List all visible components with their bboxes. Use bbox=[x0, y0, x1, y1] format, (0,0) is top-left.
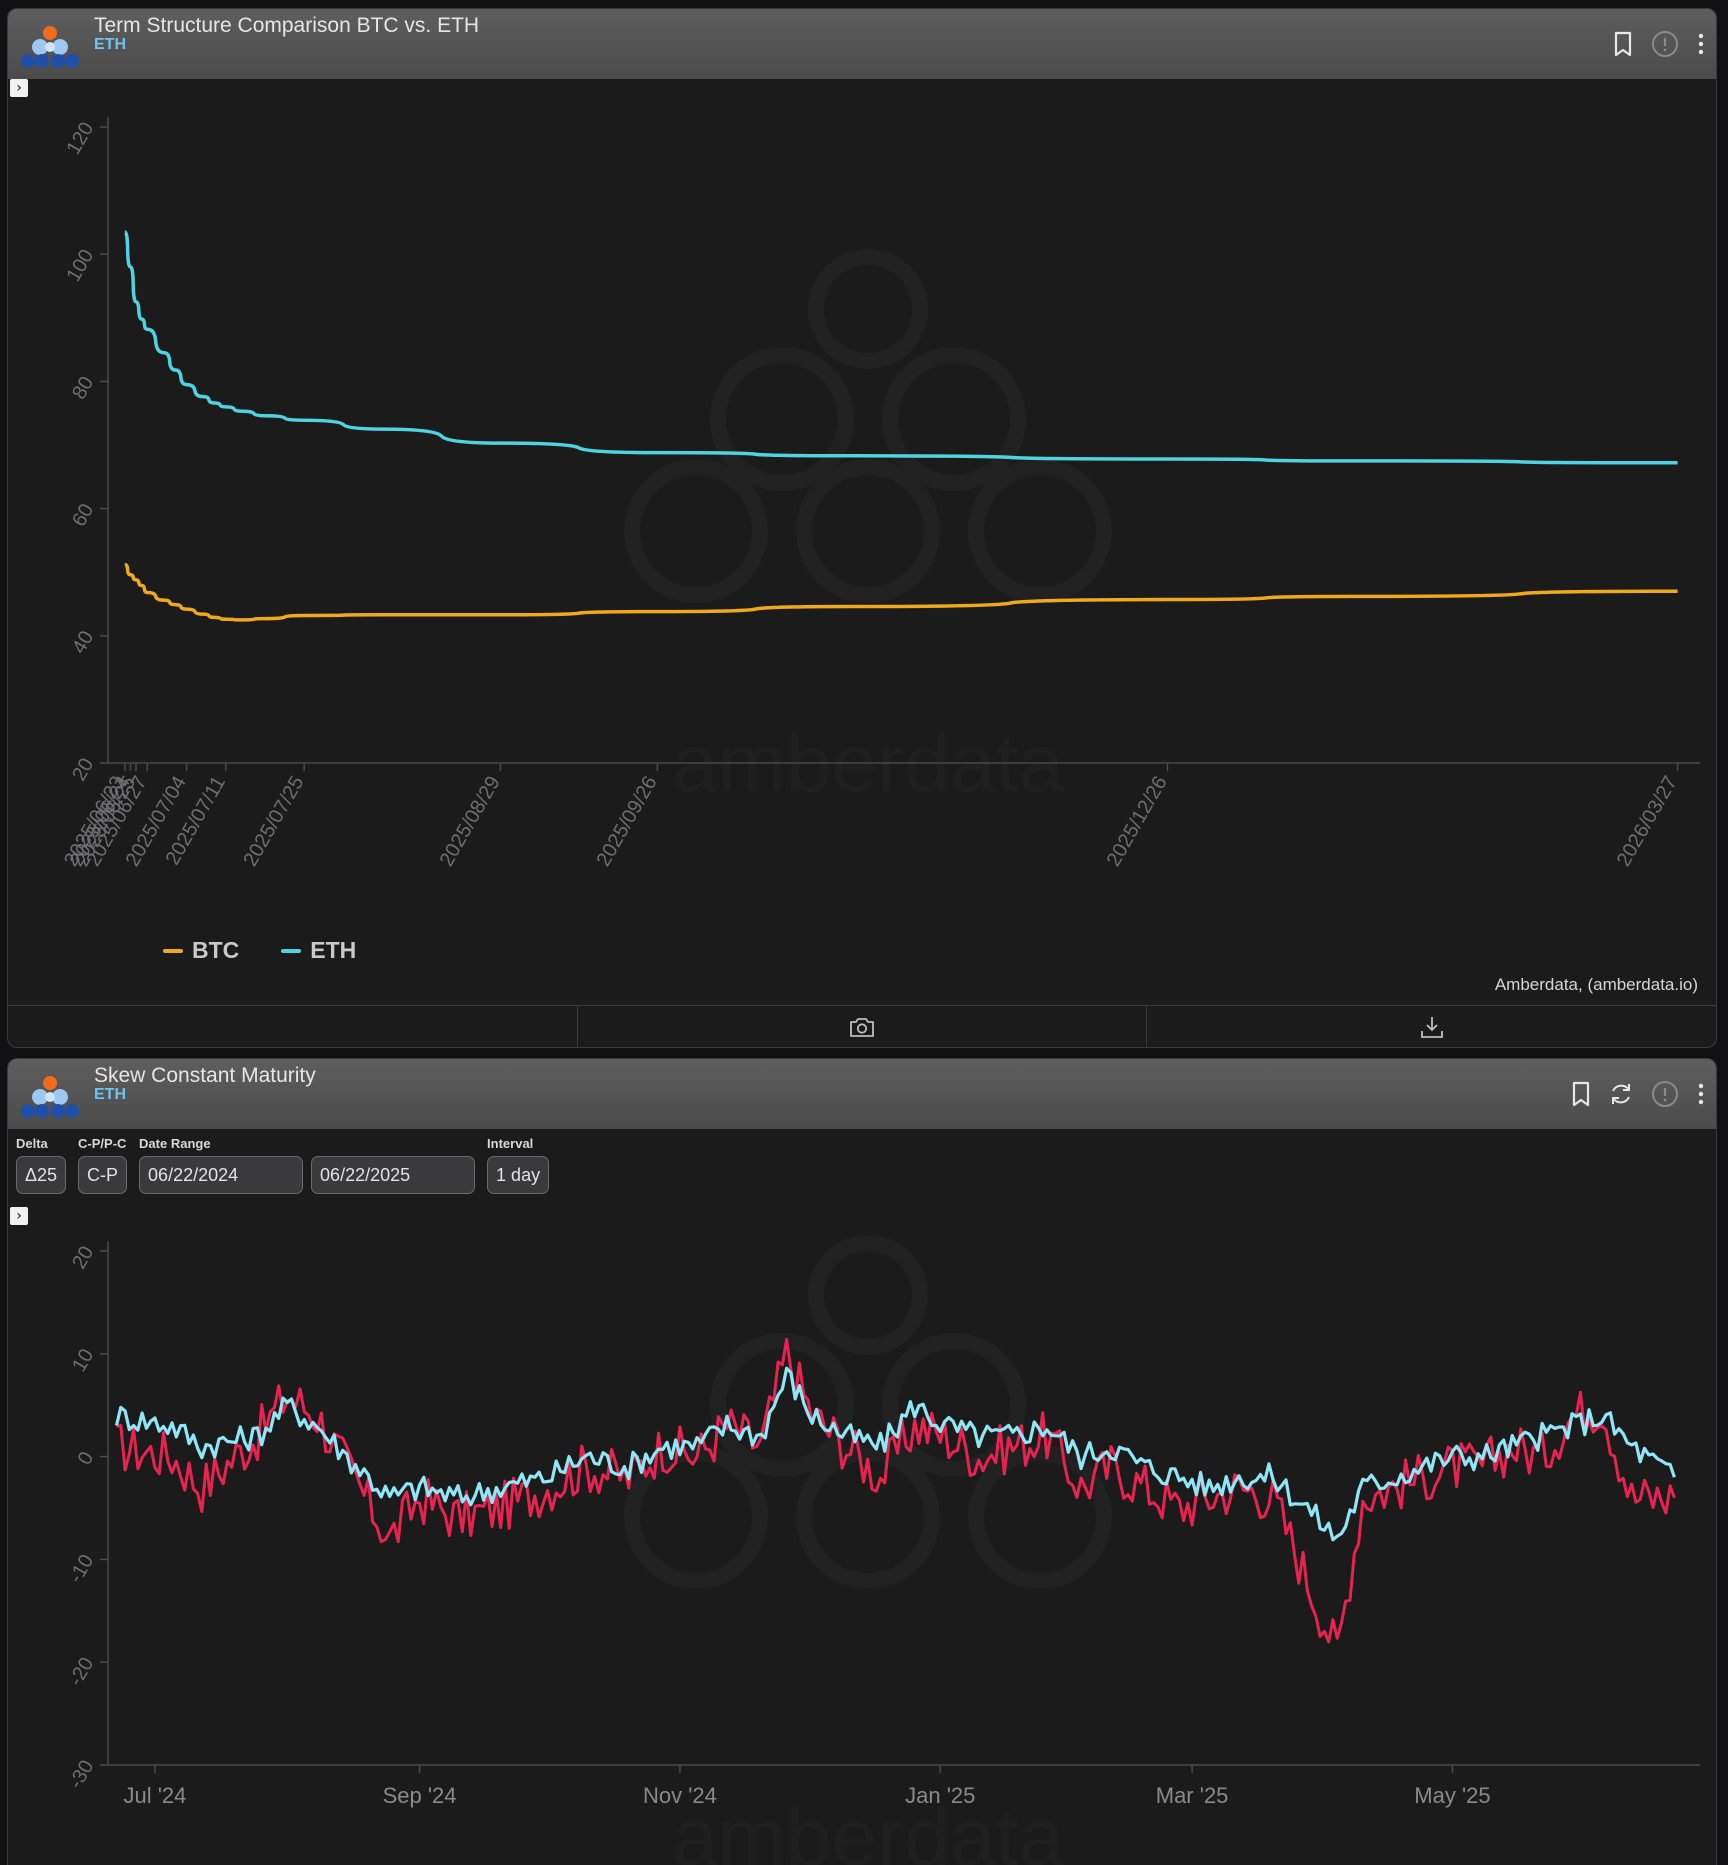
chart-legend: BTC ETH bbox=[163, 937, 356, 964]
y-tick-label: 120 bbox=[63, 119, 99, 159]
panel-subtitle: ETH bbox=[94, 36, 126, 53]
skew-chart: amberdata -30 -20 -10 0 10 20 Jul '24 Sep '24 Nov… bbox=[65, 1235, 1700, 1865]
x-tick-label: Jul '24 bbox=[123, 1783, 186, 1808]
x-tick-label: 2025/07/25 bbox=[239, 773, 308, 871]
legend-label-btc: BTC bbox=[192, 937, 240, 963]
y-tick-label: 40 bbox=[68, 627, 98, 657]
legend-item-eth[interactable]: ETH bbox=[281, 937, 356, 964]
y-tick-label: 80 bbox=[68, 373, 98, 403]
term-structure-chart: amberdata204060801001202025/06/232025/06… bbox=[60, 117, 1700, 871]
term-structure-panel: Term Structure Comparison BTC vs. ETH ET… bbox=[7, 8, 1717, 1048]
panel-subtitle: ETH bbox=[94, 1086, 126, 1103]
screenshot-button[interactable] bbox=[578, 1006, 1148, 1047]
legend-item-btc[interactable]: BTC bbox=[163, 937, 239, 964]
watermark: amberdata bbox=[624, 1235, 1112, 1865]
y-tick-label: 10 bbox=[68, 1345, 98, 1375]
x-tick-label: Mar '25 bbox=[1156, 1783, 1229, 1808]
refresh-icon[interactable] bbox=[1608, 1081, 1634, 1107]
expand-toggle[interactable]: › bbox=[10, 79, 28, 97]
download-icon bbox=[1420, 1017, 1443, 1038]
amberdata-logo-icon bbox=[21, 1076, 79, 1118]
x-tick-label: 2025/08/29 bbox=[436, 773, 505, 871]
panel-title: Skew Constant Maturity bbox=[94, 1064, 316, 1087]
delta-label: Delta bbox=[16, 1136, 48, 1151]
more-icon[interactable] bbox=[1696, 31, 1706, 57]
legend-label-eth: ETH bbox=[310, 937, 357, 963]
interval-label: Interval bbox=[487, 1136, 534, 1151]
y-tick-label: 60 bbox=[68, 500, 98, 530]
cp-label: C-P/P-C bbox=[78, 1136, 127, 1151]
download-button[interactable] bbox=[1147, 1006, 1716, 1047]
date-range-label: Date Range bbox=[139, 1136, 211, 1151]
end-date-input[interactable]: 06/22/2025 bbox=[311, 1156, 476, 1194]
x-tick-label: May '25 bbox=[1414, 1783, 1490, 1808]
info-icon[interactable] bbox=[1650, 1079, 1680, 1109]
skew-panel: Skew Constant Maturity ETH Delta Δ25 C-P… bbox=[7, 1058, 1717, 1865]
attribution-text: Amberdata, (amberdata.io) bbox=[1494, 975, 1698, 994]
interval-select[interactable]: 1 day bbox=[487, 1156, 550, 1194]
chart-controls: Delta Δ25 C-P/P-C C-P Date Range 06/22/2… bbox=[16, 1136, 550, 1194]
watermark-text: amberdata bbox=[672, 1792, 1064, 1865]
legend-swatch-btc bbox=[163, 948, 183, 953]
y-tick-label: 0 bbox=[74, 1448, 99, 1469]
date-range-control: Date Range 06/22/2024 06/22/2025 bbox=[139, 1136, 476, 1194]
panel-title: Term Structure Comparison BTC vs. ETH bbox=[94, 14, 480, 37]
panel-header: Skew Constant Maturity ETH bbox=[8, 1059, 1716, 1129]
x-tick-label: Nov '24 bbox=[643, 1783, 717, 1808]
delta-select[interactable]: Δ25 bbox=[16, 1156, 67, 1194]
y-tick-label: -30 bbox=[65, 1757, 99, 1793]
bookmark-icon[interactable] bbox=[1570, 1081, 1592, 1107]
x-tick-label: 2026/03/27 bbox=[1613, 773, 1682, 871]
start-date-input[interactable]: 06/22/2024 bbox=[139, 1156, 304, 1194]
y-tick-label: 100 bbox=[63, 246, 99, 286]
delta-control: Delta Δ25 bbox=[16, 1136, 67, 1194]
y-tick-label: 20 bbox=[68, 755, 98, 785]
footer-empty-cell bbox=[8, 1006, 578, 1047]
watermark: amberdata bbox=[624, 249, 1112, 809]
x-tick-label: 2025/12/26 bbox=[1103, 773, 1172, 871]
more-icon[interactable] bbox=[1696, 1081, 1706, 1107]
cp-select[interactable]: C-P bbox=[78, 1156, 128, 1194]
panel-footer bbox=[8, 1005, 1716, 1047]
info-icon[interactable] bbox=[1650, 29, 1680, 59]
y-tick-label: -10 bbox=[65, 1551, 99, 1587]
interval-control: Interval 1 day bbox=[487, 1136, 550, 1194]
cp-control: C-P/P-C C-P bbox=[78, 1136, 128, 1194]
x-tick-label: Jan '25 bbox=[905, 1783, 975, 1808]
legend-swatch-eth bbox=[281, 948, 302, 953]
camera-icon bbox=[850, 1018, 874, 1037]
amberdata-logo-icon bbox=[21, 26, 79, 68]
x-tick-label: 2025/09/26 bbox=[593, 773, 662, 871]
y-tick-label: 20 bbox=[68, 1243, 98, 1273]
series-line-btc[interactable] bbox=[124, 562, 1678, 622]
series-line-red[interactable] bbox=[116, 1337, 1676, 1644]
series-line-cyan[interactable] bbox=[114, 1366, 1676, 1542]
y-tick-label: -20 bbox=[65, 1654, 99, 1690]
bookmark-icon[interactable] bbox=[1612, 31, 1634, 57]
expand-toggle[interactable]: › bbox=[10, 1207, 28, 1225]
panel-header: Term Structure Comparison BTC vs. ETH ET… bbox=[8, 9, 1716, 79]
x-tick-label: Sep '24 bbox=[383, 1783, 457, 1808]
series-line-eth[interactable] bbox=[123, 230, 1678, 465]
